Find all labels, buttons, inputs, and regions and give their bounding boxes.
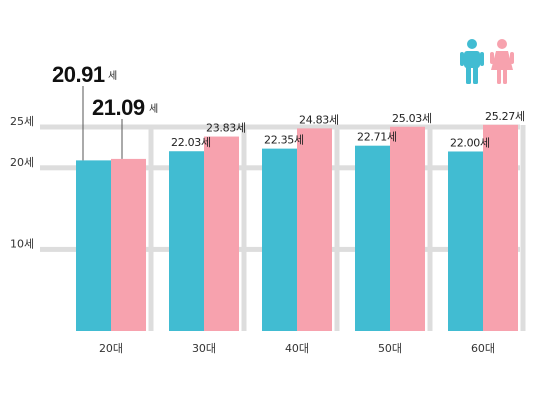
data-label: 22.35세 xyxy=(264,134,304,147)
y-tick-label: 20세 xyxy=(10,156,34,169)
data-label: 24.83세 xyxy=(299,113,339,126)
gridline-v xyxy=(334,125,340,331)
data-label: 22.03세 xyxy=(171,136,211,149)
callout-value: 20.91 xyxy=(52,62,105,87)
data-label: 22.71세 xyxy=(357,131,397,144)
bar-female-2 xyxy=(297,128,332,331)
gridline-v xyxy=(148,125,154,331)
bar-male-1 xyxy=(169,151,204,331)
data-label: 23.83세 xyxy=(206,122,246,135)
x-tick-label: 60대 xyxy=(471,342,495,355)
callout-unit: 세 xyxy=(108,70,117,82)
x-tick-label: 20대 xyxy=(99,342,123,355)
bar-male-4 xyxy=(448,151,483,331)
x-tick-label: 30대 xyxy=(192,342,216,355)
gridline-v xyxy=(427,125,433,331)
gridline-v xyxy=(241,125,247,331)
bar-male-0 xyxy=(76,160,111,331)
male-icon xyxy=(460,39,484,84)
gridline-v xyxy=(520,125,526,331)
bar-male-3 xyxy=(355,145,390,331)
bar-male-2 xyxy=(262,148,297,331)
x-tick-label: 40대 xyxy=(285,342,309,355)
bars xyxy=(76,124,518,331)
bar-female-4 xyxy=(483,124,518,331)
legend xyxy=(460,39,514,84)
y-tick-label: 10세 xyxy=(10,237,34,250)
data-label: 22.00세 xyxy=(450,136,490,149)
bar-female-1 xyxy=(204,136,239,331)
callout-value: 21.09 xyxy=(92,95,145,120)
callout-unit: 세 xyxy=(149,103,158,115)
data-label: 25.03세 xyxy=(392,112,432,125)
gridline-h xyxy=(40,124,520,130)
y-tick-label: 25세 xyxy=(10,115,34,128)
data-label: 25.27세 xyxy=(485,110,525,123)
axis-labels: 10세 20세 25세 20대 30대 40대 50대 60대 xyxy=(10,115,495,355)
x-tick-label: 50대 xyxy=(378,342,402,355)
data-labels: 20.91 세21.09 세22.03세23.83세22.35세24.83세22.7… xyxy=(52,62,525,161)
female-icon xyxy=(490,39,514,84)
bar-female-0 xyxy=(111,158,146,331)
bar-female-3 xyxy=(390,126,425,331)
